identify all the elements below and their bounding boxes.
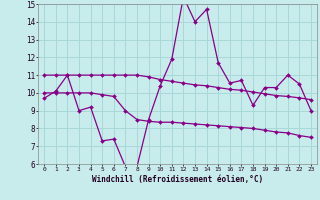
X-axis label: Windchill (Refroidissement éolien,°C): Windchill (Refroidissement éolien,°C): [92, 175, 263, 184]
